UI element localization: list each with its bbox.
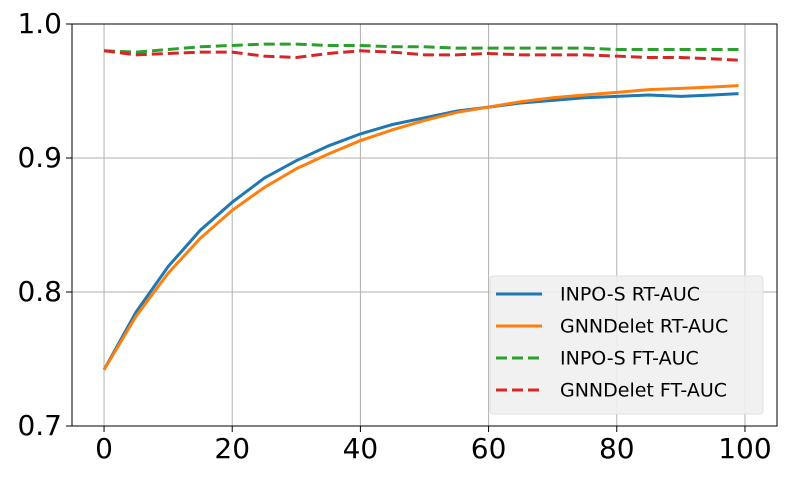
legend-label: INPO-S FT-AUC [560,348,699,370]
series-line [103,49,739,62]
series-line [102,84,739,371]
plot-frame [71,23,778,427]
y-tick-label: 1.0 [17,7,62,40]
legend-label: INPO-S RT-AUC [560,284,700,306]
x-tick-label: 0 [95,432,113,465]
legend: INPO-S RT-AUC GNNDelet RT-AUC INPO-S FT-AU… [489,275,764,415]
x-tick-label: 20 [214,432,250,465]
series-line [103,42,739,54]
legend-label: GNNDelet RT-AUC [560,316,728,338]
x-tick-label: 80 [599,432,635,465]
legend-box [489,275,764,415]
x-tick-label: 40 [343,432,379,465]
y-tick-label: 0.8 [17,275,62,308]
x-tick-label: 100 [718,432,771,465]
y-tick-label: 0.9 [17,141,62,174]
legend-label: GNNDelet FT-AUC [560,380,727,402]
x-tick-label: 60 [471,432,507,465]
y-tick-label: 0.7 [17,409,62,442]
series-line [102,92,739,371]
